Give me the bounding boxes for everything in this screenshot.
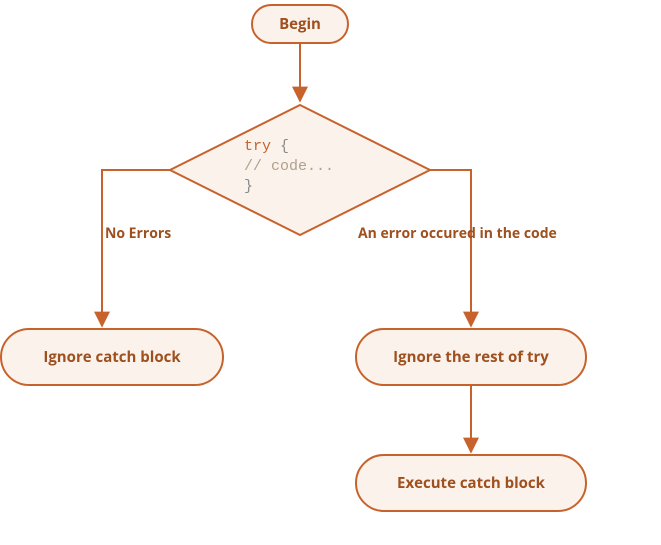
edges: No Errors An error occured in the code [102,43,557,451]
node-label: Ignore the rest of try [393,347,549,367]
node-noerr: Ignore catch block [1,329,223,385]
edge-label: No Errors [105,224,171,243]
node-rest: Ignore the rest of try [356,329,586,385]
code-line: try { [244,138,289,155]
edge [428,170,471,260]
node-try: try { // code...} [170,105,430,235]
nodes: Begin try { // code...} Ignore catch block… [1,5,586,511]
node-exec: Execute catch block [356,455,586,511]
edge-label: An error occured in the code [358,224,557,243]
code-line: // code... [244,158,334,175]
edge [102,170,172,260]
node-label: Ignore catch block [43,347,181,367]
node-begin: Begin [252,5,348,43]
code-line: } [244,178,253,195]
node-label: Execute catch block [397,473,546,493]
node-label: Begin [279,14,321,34]
